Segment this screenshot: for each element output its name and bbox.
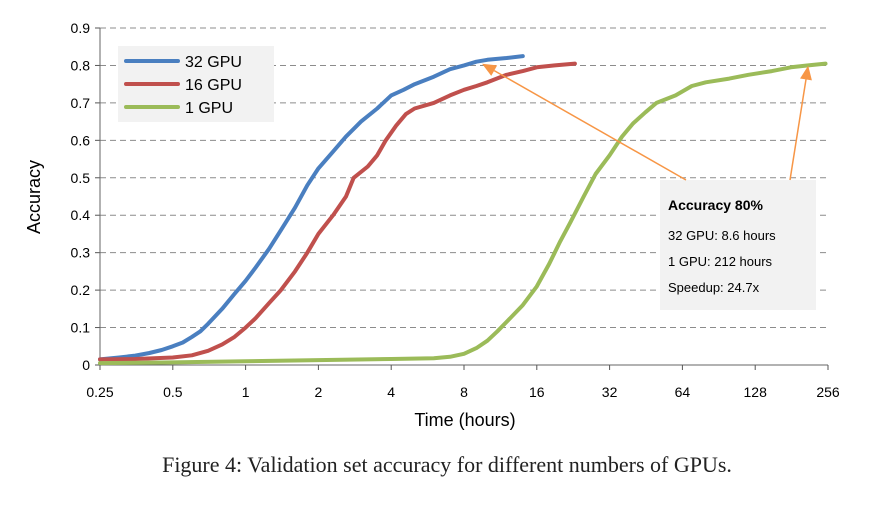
annotation-title: Accuracy 80% <box>668 197 764 213</box>
y-tick-label: 0.3 <box>71 245 91 261</box>
series-lines <box>98 54 828 366</box>
y-tick-label: 0.4 <box>71 207 91 223</box>
series-line-32-gpu <box>98 54 525 362</box>
annotation-arrow-head <box>800 65 812 81</box>
x-tick-label: 1 <box>242 384 250 400</box>
annotation-line-1gpu: 1 GPU: 212 hours <box>668 254 773 269</box>
y-tick-label: 0.1 <box>71 320 91 336</box>
legend-label-1-gpu: 1 GPU <box>185 100 233 117</box>
y-tick-label: 0.5 <box>71 170 91 186</box>
legend-label-32-gpu: 32 GPU <box>185 54 242 71</box>
y-tick-label: 0.9 <box>71 20 91 36</box>
legend-label-16-gpu: 16 GPU <box>185 77 242 94</box>
figure-caption: Figure 4: Validation set accuracy for di… <box>162 452 732 477</box>
y-axis-title: Accuracy <box>24 160 44 234</box>
y-tick-label: 0.2 <box>71 282 91 298</box>
series-line-1-gpu <box>98 61 828 366</box>
x-tick-labels: 0.25 0.5 1 2 4 8 16 32 64 128 256 <box>86 384 840 400</box>
x-tick-label: 16 <box>529 384 545 400</box>
x-tick-label: 4 <box>387 384 395 400</box>
y-tick-label: 0.7 <box>71 95 91 111</box>
y-tick-label: 0.8 <box>71 57 91 73</box>
annotation-arrow-line <box>493 69 687 181</box>
y-tick-labels: 0 0.1 0.2 0.3 0.4 0.5 0.6 0.7 0.8 0.9 <box>71 20 91 373</box>
annotation-background <box>660 180 816 310</box>
x-axis-title: Time (hours) <box>414 410 515 430</box>
x-tick-label: 32 <box>602 384 618 400</box>
annotation-line-speedup: Speedup: 24.7x <box>668 280 760 295</box>
x-tick-label: 0.25 <box>86 384 113 400</box>
annotation-arrow-head <box>482 63 498 76</box>
annotation-arrow-line <box>789 79 807 181</box>
x-tick-label: 0.5 <box>163 384 183 400</box>
annotation-line-32gpu: 32 GPU: 8.6 hours <box>668 228 776 243</box>
x-tick-label: 128 <box>744 384 768 400</box>
x-tick-label: 256 <box>816 384 840 400</box>
x-tick-label: 2 <box>315 384 323 400</box>
series-line-16-gpu <box>98 61 577 362</box>
legend: 32 GPU 16 GPU 1 GPU <box>118 46 274 122</box>
accuracy-chart: 0 0.1 0.2 0.3 0.4 0.5 0.6 0.7 0.8 0.9 0.25 0.5 1 2 4 8… <box>24 20 840 430</box>
axes <box>99 28 829 370</box>
x-tick-label: 64 <box>675 384 691 400</box>
annotation-arrows <box>482 63 812 181</box>
x-tick-label: 8 <box>460 384 468 400</box>
y-tick-label: 0 <box>82 357 90 373</box>
y-tick-label: 0.6 <box>71 132 91 148</box>
annotation-box: Accuracy 80% 32 GPU: 8.6 hours 1 GPU: 21… <box>660 180 816 310</box>
